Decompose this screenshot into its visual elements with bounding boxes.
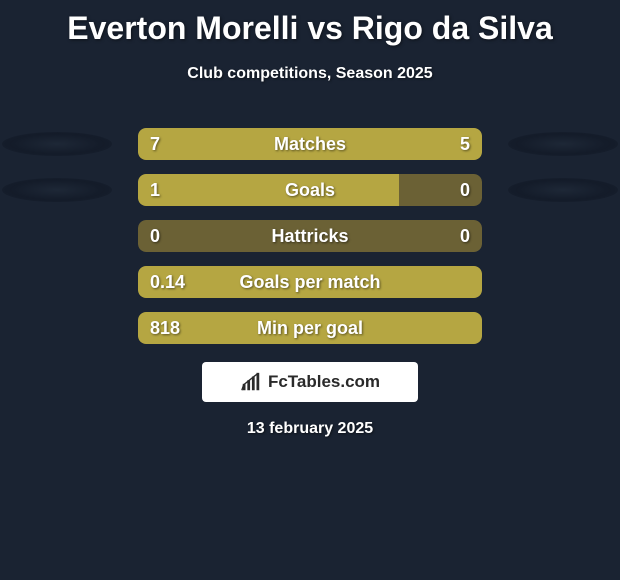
- player-shadow-left: [2, 178, 112, 202]
- stat-row: 10Goals: [10, 174, 610, 206]
- stat-label: Goals per match: [138, 266, 482, 298]
- stat-row: 0.14Goals per match: [10, 266, 610, 298]
- player-shadow-right: [508, 178, 618, 202]
- stat-row: 818Min per goal: [10, 312, 610, 344]
- date-text: 13 february 2025: [0, 420, 620, 438]
- stat-bar: 00Hattricks: [138, 220, 482, 252]
- stat-label: Hattricks: [138, 220, 482, 252]
- stat-bar: 818Min per goal: [138, 312, 482, 344]
- logo-box: FcTables.com: [202, 362, 418, 402]
- stat-bar: 0.14Goals per match: [138, 266, 482, 298]
- stats-container: 75Matches 10Goals 00Hattricks 0.14Goals per…: [0, 128, 620, 344]
- comparison-subtitle: Club competitions, Season 2025: [0, 65, 620, 83]
- comparison-title: Everton Morelli vs Rigo da Silva: [0, 0, 620, 47]
- bar-chart-icon: [240, 371, 262, 393]
- logo-text: FcTables.com: [268, 372, 380, 392]
- stat-label: Min per goal: [138, 312, 482, 344]
- stat-label: Goals: [138, 174, 482, 206]
- stat-bar: 75Matches: [138, 128, 482, 160]
- stat-row: 75Matches: [10, 128, 610, 160]
- stat-label: Matches: [138, 128, 482, 160]
- stat-bar: 10Goals: [138, 174, 482, 206]
- stat-row: 00Hattricks: [10, 220, 610, 252]
- player-shadow-right: [508, 132, 618, 156]
- player-shadow-left: [2, 132, 112, 156]
